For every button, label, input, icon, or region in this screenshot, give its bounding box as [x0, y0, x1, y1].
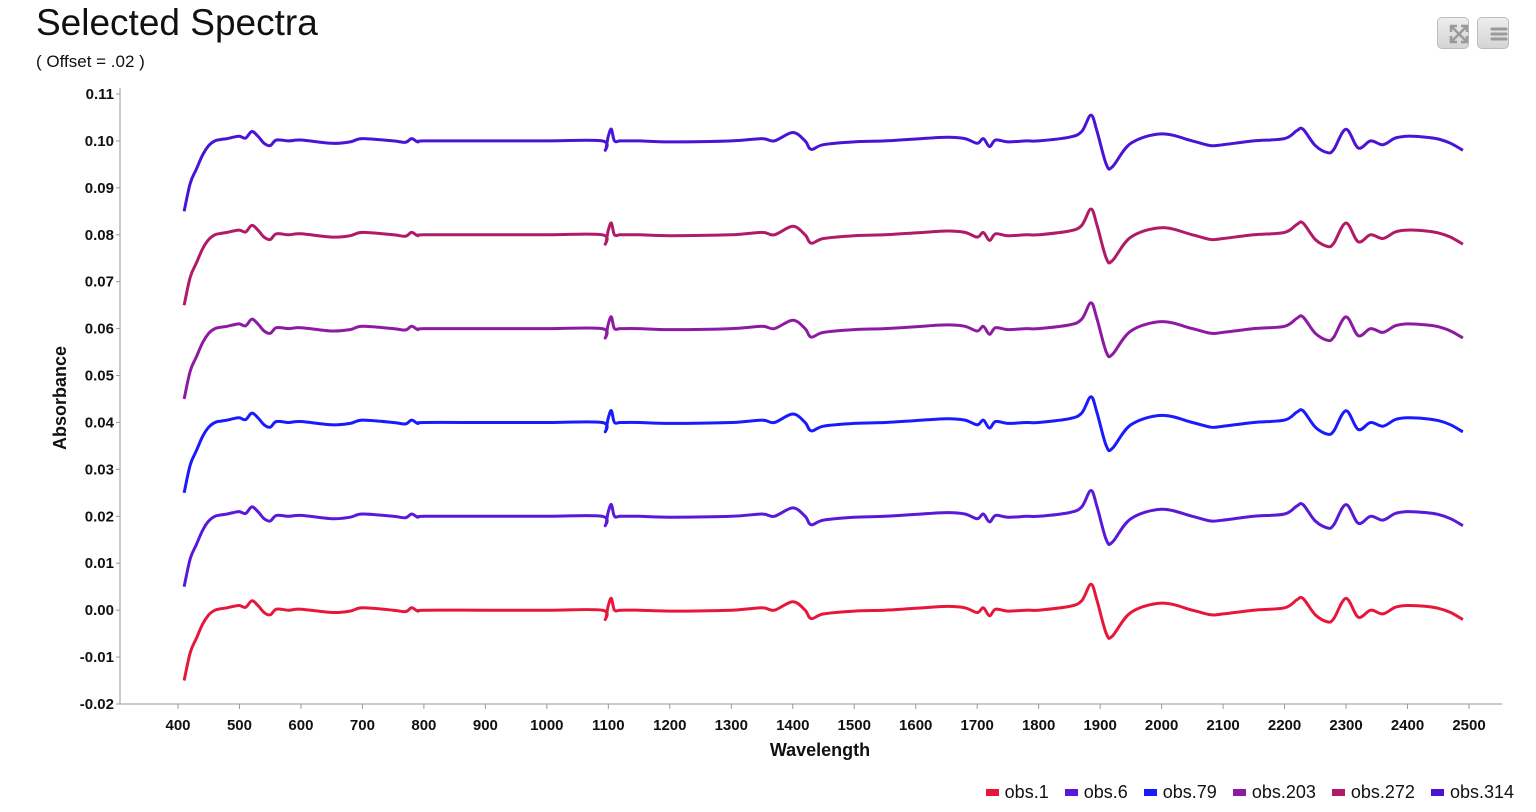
legend-swatch	[1331, 789, 1345, 796]
y-tick-label: 0.00	[85, 602, 114, 619]
chart-subtitle: ( Offset = .02 )	[36, 52, 145, 71]
y-tick-label: 0.02	[85, 508, 114, 525]
y-tick-label: 0.09	[85, 180, 114, 197]
x-tick-label: 1700	[961, 717, 994, 734]
x-tick-label: 1600	[899, 717, 932, 734]
x-tick-label: 1300	[715, 717, 748, 734]
x-tick-label: 400	[165, 717, 190, 734]
x-tick-label: 1200	[653, 717, 686, 734]
x-tick-label: 1800	[1022, 717, 1055, 734]
legend-swatch	[985, 789, 999, 796]
expand-button[interactable]	[1437, 17, 1469, 49]
x-axis-label: Wavelength	[770, 740, 870, 760]
y-tick-label: -0.02	[80, 696, 114, 713]
x-tick-label: 2000	[1145, 717, 1178, 734]
legend-label: obs.6	[1083, 782, 1128, 802]
series-line-obs-272[interactable]	[182, 207, 1464, 306]
x-tick-label: 2400	[1391, 717, 1424, 734]
y-tick-label: 0.07	[85, 274, 114, 291]
legend-item-obs-314[interactable]: obs.314	[1430, 782, 1514, 803]
chart-title: Selected Spectra	[36, 2, 318, 43]
x-tick-label: 2500	[1452, 717, 1485, 734]
legend-item-obs-6[interactable]: obs.6	[1064, 782, 1128, 803]
x-tick-label: 600	[288, 717, 313, 734]
y-tick-label: 0.01	[85, 555, 114, 572]
x-tick-label: 500	[227, 717, 252, 734]
y-axis-label: Absorbance	[50, 346, 70, 450]
legend-swatch	[1143, 789, 1157, 796]
series-line-obs-1[interactable]	[182, 582, 1464, 681]
x-tick-label: 2100	[1206, 717, 1239, 734]
y-tick-label: 0.08	[85, 227, 114, 244]
x-tick-label: 2200	[1268, 717, 1301, 734]
x-tick-label: 1900	[1083, 717, 1116, 734]
x-tick-label: 800	[411, 717, 436, 734]
series-lines	[182, 113, 1464, 681]
legend-swatch	[1232, 789, 1246, 796]
axes-group: -0.02 -0.01 0.00 0.01 0.02 0.03 0.04 0.05 0.06 0.…	[80, 86, 1502, 734]
legend-swatch	[1430, 789, 1444, 796]
x-tick-label: 1100	[592, 717, 625, 734]
y-tick-label: 0.10	[85, 133, 114, 150]
y-tick-label: 0.05	[85, 368, 114, 385]
legend-label: obs.272	[1350, 782, 1415, 802]
chart-menu-button[interactable]	[1477, 17, 1509, 49]
series-line-obs-314[interactable]	[182, 113, 1464, 212]
legend-item-obs-1[interactable]: obs.1	[985, 782, 1049, 803]
x-tick-label: 900	[473, 717, 498, 734]
x-tick-label: 1400	[776, 717, 809, 734]
y-tick-label: 0.04	[85, 414, 115, 431]
x-tick-label: 1500	[838, 717, 871, 734]
spectra-chart: -0.02 -0.01 0.00 0.01 0.02 0.03 0.04 0.05 0.06 0.…	[50, 86, 1502, 760]
legend-label: obs.1	[1004, 782, 1049, 802]
series-line-obs-79[interactable]	[182, 395, 1464, 494]
series-line-obs-6[interactable]	[182, 489, 1464, 588]
y-tick-label: -0.01	[80, 649, 114, 666]
x-tick-label: 700	[350, 717, 375, 734]
x-tick-label: 1000	[530, 717, 563, 734]
series-line-obs-203[interactable]	[182, 301, 1464, 400]
legend-item-obs-203[interactable]: obs.203	[1232, 782, 1316, 803]
x-tick-label: 2300	[1329, 717, 1362, 734]
legend-label: obs.79	[1162, 782, 1217, 802]
expand-arrows-icon	[1449, 24, 1469, 44]
y-tick-label: 0.11	[86, 86, 114, 103]
y-tick-label: 0.03	[85, 461, 114, 478]
y-tick-label: 0.06	[85, 321, 114, 338]
hamburger-menu-icon	[1490, 27, 1508, 41]
legend-label: obs.203	[1251, 782, 1316, 802]
legend-swatch	[1064, 789, 1078, 796]
legend-label: obs.314	[1449, 782, 1514, 802]
legend-item-obs-79[interactable]: obs.79	[1143, 782, 1217, 803]
chart-legend: obs.1 obs.6 obs.79 obs.203 obs.272 obs.314	[985, 782, 1514, 803]
legend-item-obs-272[interactable]: obs.272	[1331, 782, 1415, 803]
